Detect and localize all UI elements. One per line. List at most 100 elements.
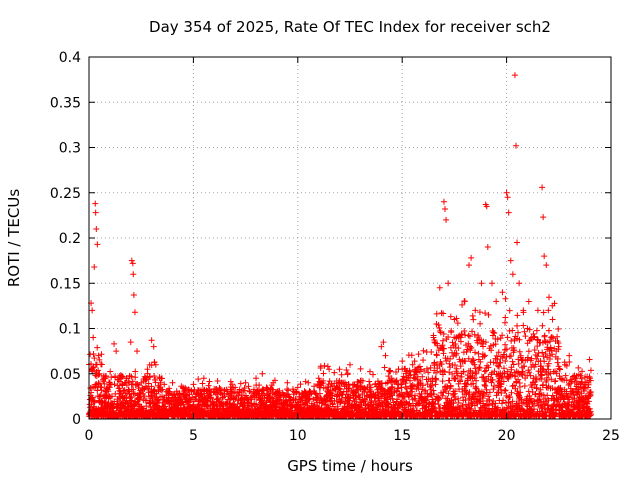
data-point — [461, 298, 468, 305]
data-point — [327, 383, 334, 390]
data-point — [490, 329, 497, 336]
data-point — [357, 365, 364, 372]
data-point — [577, 372, 584, 379]
data-point — [498, 389, 505, 396]
data-point — [566, 352, 573, 359]
data-point — [305, 379, 312, 386]
data-point — [493, 298, 500, 305]
data-point — [468, 406, 475, 413]
data-point — [430, 404, 437, 411]
data-point — [472, 307, 479, 314]
data-point — [455, 345, 462, 352]
data-point — [534, 396, 541, 403]
data-point — [433, 310, 440, 317]
data-point — [438, 361, 445, 368]
data-point — [520, 307, 527, 314]
data-point — [513, 368, 520, 375]
data-point — [469, 328, 476, 335]
data-point — [483, 203, 490, 210]
data-point — [541, 338, 548, 345]
data-point — [587, 377, 594, 384]
data-point — [527, 372, 534, 379]
data-point — [540, 309, 547, 316]
data-point — [499, 354, 506, 361]
data-point — [101, 380, 108, 387]
data-point — [477, 320, 484, 327]
data-point — [406, 368, 413, 375]
data-point — [436, 396, 443, 403]
data-point — [526, 369, 533, 376]
data-point — [457, 377, 464, 384]
data-point — [469, 312, 476, 319]
data-point — [419, 373, 426, 380]
data-point — [562, 361, 569, 368]
data-point — [556, 366, 563, 373]
data-point — [131, 390, 138, 397]
data-point — [454, 320, 461, 327]
y-tick-label: 0.15 — [50, 276, 81, 292]
y-tick-label: 0.4 — [59, 50, 81, 66]
data-point — [242, 379, 249, 386]
data-point — [503, 404, 510, 411]
data-point — [516, 336, 523, 343]
data-point — [246, 387, 253, 394]
data-point — [494, 362, 501, 369]
data-point — [549, 351, 556, 358]
data-point — [316, 390, 323, 397]
data-point — [494, 404, 501, 411]
data-point — [491, 368, 498, 375]
data-point — [152, 361, 159, 368]
data-point — [461, 332, 468, 339]
data-point — [537, 386, 544, 393]
data-point — [145, 380, 152, 387]
data-point — [455, 395, 462, 402]
data-point — [427, 364, 434, 371]
data-point — [506, 307, 513, 314]
grid-lines — [89, 57, 611, 419]
data-point — [159, 386, 166, 393]
data-point — [128, 257, 135, 264]
data-point — [517, 389, 524, 396]
data-point — [557, 384, 564, 391]
data-point — [205, 382, 212, 389]
y-tick-label: 0.25 — [50, 186, 81, 202]
data-point — [446, 377, 453, 384]
data-point — [525, 388, 532, 395]
data-point — [284, 386, 291, 393]
data-point — [445, 280, 452, 287]
data-point — [367, 368, 374, 375]
data-point — [155, 397, 162, 404]
data-point — [539, 365, 546, 372]
data-point — [463, 381, 470, 388]
data-point — [94, 241, 101, 248]
data-point — [478, 280, 485, 287]
data-point — [441, 368, 448, 375]
data-point — [534, 307, 541, 314]
data-point — [366, 378, 373, 385]
y-tick-label: 0.1 — [59, 322, 81, 338]
data-point — [576, 393, 583, 400]
chart-title: Day 354 of 2025, Rate Of TEC Index for r… — [149, 18, 551, 36]
data-point — [387, 368, 394, 375]
data-point — [157, 379, 164, 386]
y-axis-label: ROTI / TECUs — [5, 189, 23, 287]
data-point — [433, 376, 440, 383]
data-point — [511, 72, 518, 79]
data-point — [464, 346, 471, 353]
data-point — [306, 395, 313, 402]
data-point — [555, 343, 562, 350]
x-tick-label: 10 — [289, 428, 307, 444]
data-point — [430, 334, 437, 341]
data-point — [532, 361, 539, 368]
data-point — [132, 368, 139, 375]
data-point — [143, 375, 150, 382]
data-point — [406, 393, 413, 400]
data-point — [502, 341, 509, 348]
data-point — [493, 352, 500, 359]
data-point — [324, 363, 331, 370]
data-point — [453, 350, 460, 357]
data-point — [388, 375, 395, 382]
data-point — [111, 340, 118, 347]
data-point — [447, 382, 454, 389]
